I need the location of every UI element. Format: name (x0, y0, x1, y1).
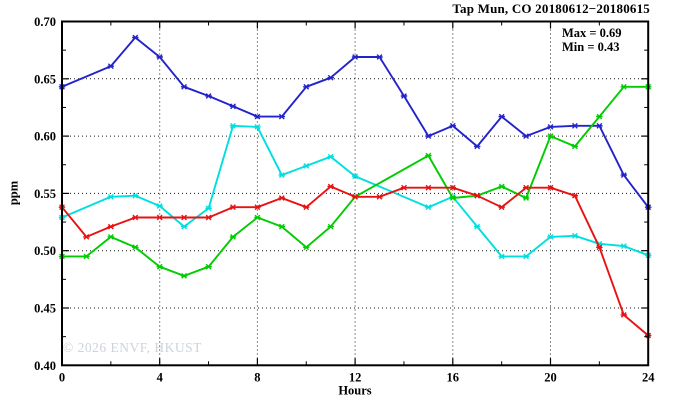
x-tick-label: 4 (157, 370, 164, 384)
series-red-markers (58, 183, 652, 339)
y-tick-label: 0.40 (34, 359, 56, 373)
series-blue (58, 34, 652, 211)
x-tick-label: 24 (642, 370, 655, 384)
y-tick-label: 0.70 (34, 15, 56, 29)
series-green-markers (58, 83, 652, 279)
y-tick-label: 0.55 (34, 187, 56, 201)
min-label: Min = 0.43 (562, 40, 620, 54)
gridlines (62, 21, 649, 366)
max-label: Max = 0.69 (562, 26, 622, 40)
x-tick-label: 20 (544, 370, 557, 384)
y-tick-label: 0.45 (34, 302, 56, 316)
chart-title: Tap Mun, CO 20180612−20180615 (452, 1, 650, 16)
watermark: © 2026 ENVF, HKUST (63, 340, 202, 355)
y-tick-label: 0.50 (34, 244, 56, 258)
x-tick-label: 8 (254, 370, 260, 384)
y-axis-label: ppm (6, 180, 21, 206)
axes-frame (61, 20, 650, 367)
x-tick-label: 12 (349, 370, 362, 384)
x-axis-label: Hours (338, 383, 372, 398)
series-green (58, 83, 652, 279)
y-tick-label: 0.60 (34, 130, 56, 144)
y-tick-label: 0.65 (34, 72, 56, 86)
tick-labels: 0 4 8 12 16 20 24 0.40 0.45 0.50 0.55 0.60 0.65 0.70 (34, 15, 655, 384)
x-tick-label: 0 (59, 370, 65, 384)
max-min-annotation: Max = 0.69 Min = 0.43 (562, 26, 622, 54)
series-red (58, 183, 652, 339)
x-tick-label: 16 (447, 370, 460, 384)
